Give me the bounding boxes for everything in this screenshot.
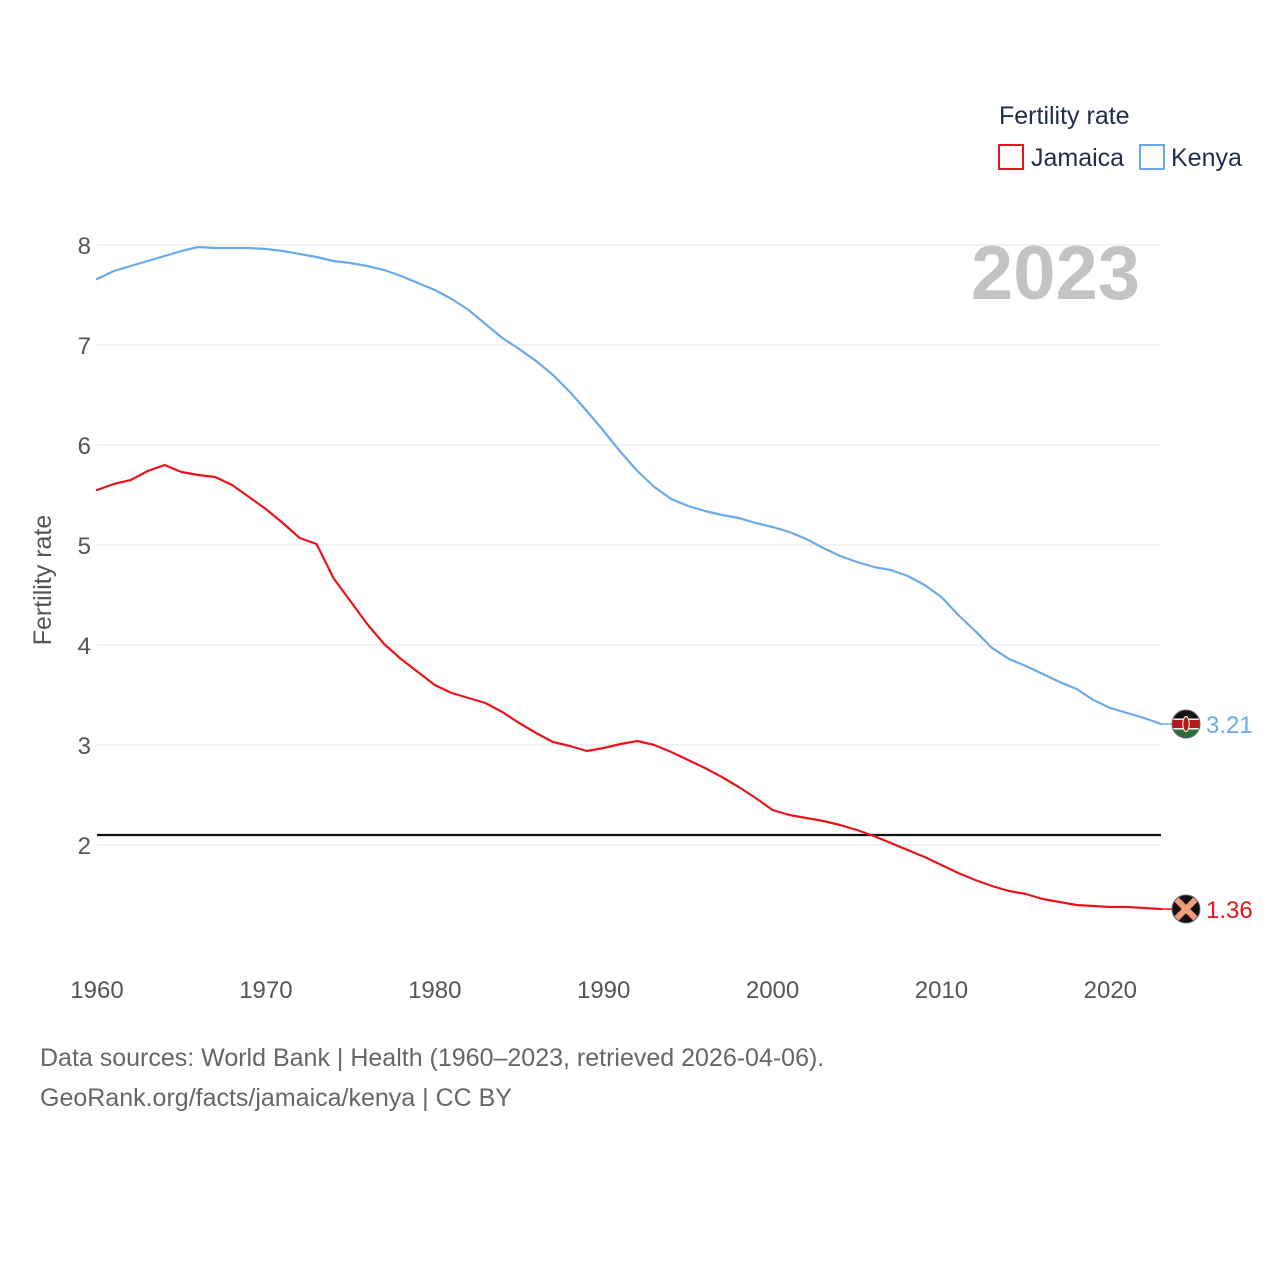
grid-layer — [97, 244, 1161, 846]
series-layer — [95, 245, 1163, 911]
end-value-label-jamaica: 1.36 — [1206, 897, 1253, 924]
flag-band-black — [1172, 710, 1200, 720]
y-tick-label-3: 3 — [78, 733, 91, 760]
y-tick-label-5: 5 — [78, 533, 91, 560]
legend-swatch-jamaica — [998, 144, 1024, 170]
x-tick-label-2010: 2010 — [915, 977, 968, 1004]
y-tick-label-7: 7 — [78, 333, 91, 360]
kenya-flag-icon — [1171, 709, 1201, 739]
x-tick-label-1990: 1990 — [577, 977, 630, 1004]
current-year-label: 2023 — [971, 231, 1140, 316]
end-markers: 1.36 3.21 — [1161, 709, 1253, 924]
end-value-label-kenya: 3.21 — [1206, 712, 1253, 739]
legend: Fertility rate Jamaica Kenya — [998, 102, 1242, 172]
x-tick-label-1980: 1980 — [408, 977, 461, 1004]
series-line-jamaica — [95, 463, 1163, 911]
flag-band-green — [1172, 728, 1200, 738]
y-tick-label-2: 2 — [78, 833, 91, 860]
flag-shield — [1182, 716, 1190, 732]
y-tick-label-8: 8 — [78, 233, 91, 260]
legend-item-kenya[interactable]: Kenya — [1139, 144, 1242, 172]
x-tick-label-2020: 2020 — [1084, 977, 1137, 1004]
y-axis-title: Fertility rate — [29, 515, 57, 646]
series-line-kenya — [95, 245, 1163, 726]
legend-item-jamaica[interactable]: Jamaica — [998, 144, 1124, 172]
x-tick-label-2000: 2000 — [746, 977, 799, 1004]
marker-ring-kenya — [1171, 709, 1201, 739]
y-tick-label-4: 4 — [78, 633, 91, 660]
footer-attribution[interactable]: GeoRank.org/facts/jamaica/kenya | CC BY — [40, 1084, 512, 1112]
legend-title: Fertility rate — [999, 102, 1130, 130]
x-tick-label-1960: 1960 — [70, 977, 123, 1004]
legend-label-kenya: Kenya — [1171, 144, 1242, 172]
x-tick-label-1970: 1970 — [239, 977, 292, 1004]
y-tick-label-6: 6 — [78, 433, 91, 460]
y-axis-ticks: 2 3 4 5 6 7 8 — [78, 233, 91, 860]
marker-ring-jamaica — [1171, 894, 1201, 924]
legend-swatch-kenya — [1139, 144, 1165, 170]
x-axis-ticks: 1960 1970 1980 1990 2000 2010 2020 — [70, 977, 1137, 1004]
flag-saltire-b — [1172, 895, 1200, 923]
footer-sources: Data sources: World Bank | Health (1960–… — [40, 1044, 825, 1072]
jamaica-flag-icon — [1171, 894, 1201, 924]
marker-flag-kenya — [1172, 710, 1200, 738]
legend-label-jamaica: Jamaica — [1031, 144, 1124, 172]
marker-flag-jamaica — [1172, 895, 1200, 923]
